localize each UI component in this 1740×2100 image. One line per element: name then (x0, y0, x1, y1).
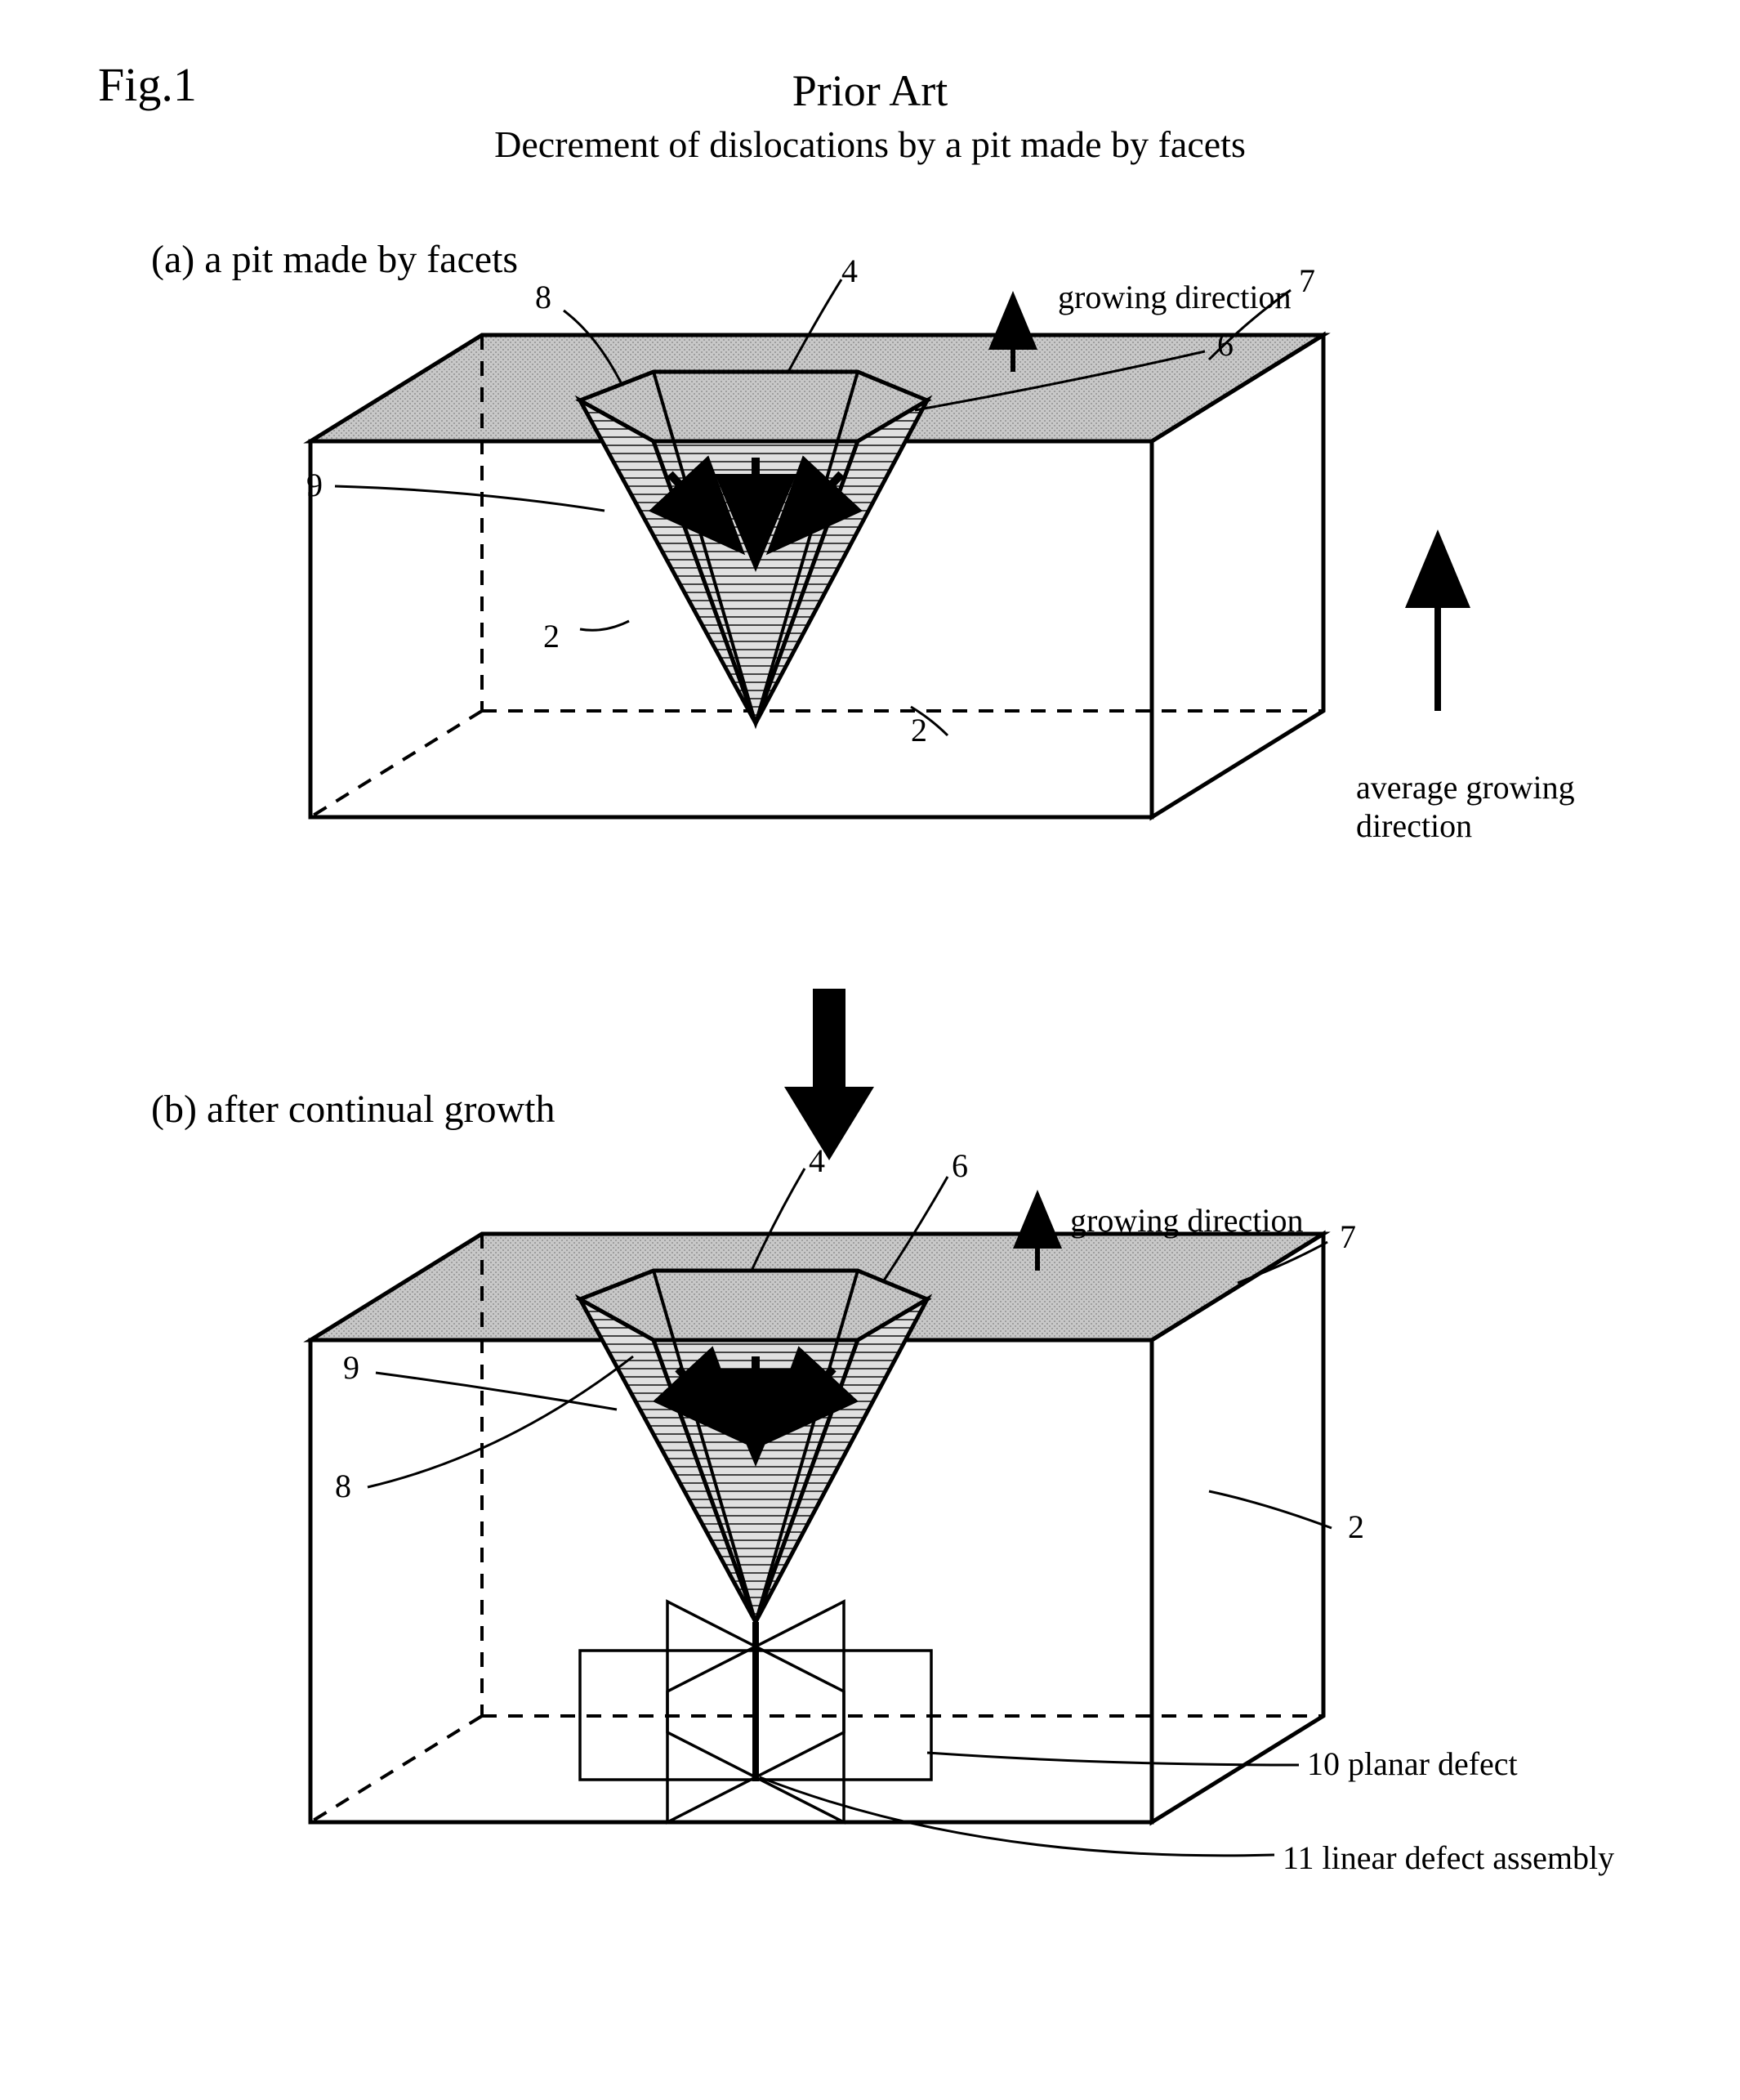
label-grow-b: growing direction (1070, 1201, 1304, 1240)
num-a-8: 8 (535, 278, 551, 316)
page: Fig.1 Prior Art Decrement of dislocation… (0, 0, 1740, 2100)
num-b-4: 4 (809, 1142, 825, 1180)
main-title: Prior Art (0, 65, 1740, 116)
label-11: 11 linear defect assembly (1283, 1839, 1614, 1877)
num-a-2: 2 (911, 711, 927, 749)
num-b-2: 2 (1348, 1508, 1364, 1546)
num-a-2s: 2 (543, 617, 560, 655)
label-grow-a: growing direction (1058, 278, 1292, 316)
num-a-4: 4 (841, 252, 858, 290)
panel-a-svg (123, 229, 1593, 964)
num-b-8: 8 (335, 1467, 351, 1505)
num-a-6: 6 (1217, 325, 1234, 364)
label-avg-grow: average growing direction (1356, 768, 1650, 845)
num-b-7: 7 (1340, 1218, 1356, 1256)
num-a-9: 9 (306, 466, 323, 504)
num-b-6: 6 (952, 1146, 968, 1185)
subtitle: Decrement of dislocations by a pit made … (0, 123, 1740, 166)
label-10: 10 planar defect (1307, 1745, 1518, 1783)
num-b-9: 9 (343, 1348, 359, 1387)
num-a-7: 7 (1299, 261, 1315, 300)
